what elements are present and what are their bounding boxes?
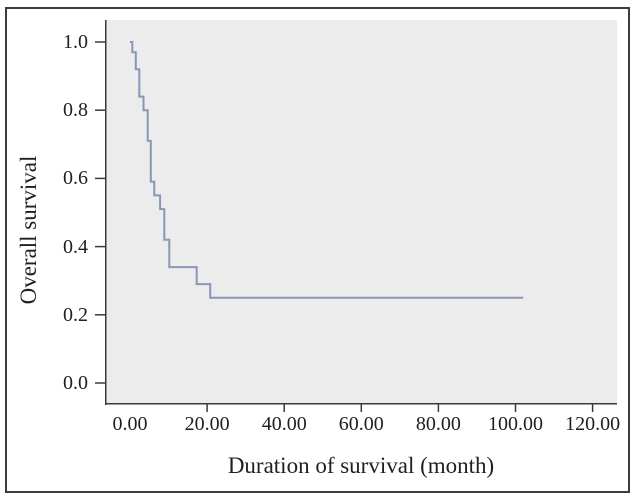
x-tick-label: 60.00 xyxy=(338,413,384,435)
x-tick-label: 20.00 xyxy=(184,413,230,435)
x-tick-label: 40.00 xyxy=(261,413,307,435)
x-axis-title: Duration of survival (month) xyxy=(227,453,495,478)
y-tick-label: 0.6 xyxy=(63,167,88,190)
y-tick-label: 0.4 xyxy=(63,235,88,258)
x-tick-label: 120.00 xyxy=(565,413,621,435)
y-tick-label: 0.2 xyxy=(63,303,88,326)
y-axis-title: Overall survival xyxy=(16,155,41,305)
plot-area xyxy=(105,20,617,403)
y-tick-label: 0.0 xyxy=(63,372,88,394)
y-tick-label: 0.8 xyxy=(63,99,88,122)
x-tick-label: 0.00 xyxy=(112,413,148,435)
survival-curve-line xyxy=(130,41,524,299)
y-tick-label: 1.0 xyxy=(63,31,88,53)
x-tick-label: 100.00 xyxy=(488,413,543,435)
x-tick-label: 80.00 xyxy=(415,413,461,435)
